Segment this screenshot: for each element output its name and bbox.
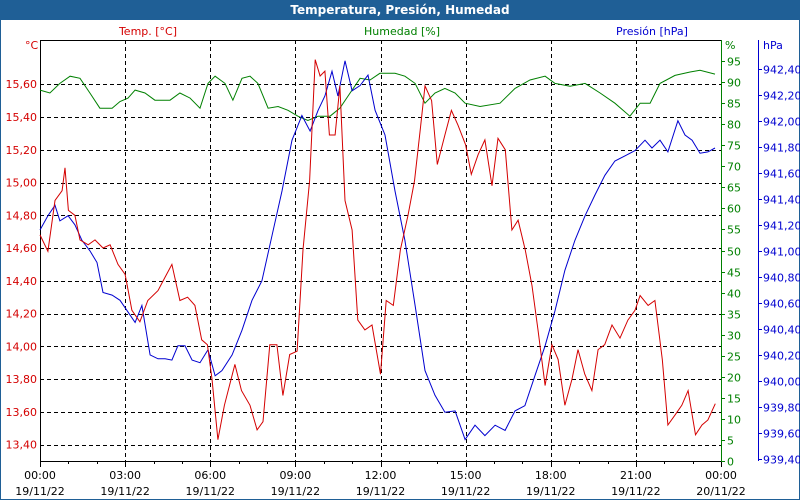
temp-tick-label: 15,20 [6, 144, 38, 157]
humidity-tick-label: 70 [727, 161, 741, 174]
series-line-hum [39, 69, 716, 121]
temp-tick-label: 13,80 [6, 373, 38, 386]
humidity-tick-label: 65 [727, 182, 741, 195]
humidity-tick-label: 35 [727, 309, 741, 322]
humidity-tick-label: 0 [727, 456, 734, 469]
temp-tick-label: 14,40 [6, 275, 38, 288]
humidity-tick-label: 25 [727, 351, 741, 364]
humidity-tick-label: 30 [727, 330, 741, 343]
x-tick-label-time: 03:00 [109, 469, 141, 482]
pressure-tick-label: 940,00 [763, 376, 800, 389]
temp-tick-label: 14,00 [6, 340, 38, 353]
x-tick-label-time: 12:00 [365, 469, 397, 482]
pressure-tick-label: 939,80 [763, 402, 800, 415]
x-tick-label-time: 18:00 [535, 469, 567, 482]
humidity-legend: Humedad [%] [364, 25, 440, 38]
humidity-tick-label: 90 [727, 77, 741, 90]
pressure-tick-label: 939,40 [763, 454, 800, 467]
x-tick-label-date: 19/11/22 [186, 485, 235, 498]
temp-tick-label: 15,40 [6, 111, 38, 124]
humidity-tick-label: 10 [727, 414, 741, 427]
temp-tick-label: 13,40 [6, 439, 38, 452]
x-tick-label-date: 19/11/22 [611, 485, 660, 498]
temp-tick-label: 15,00 [6, 177, 38, 190]
pressure-tick-label: 939,60 [763, 428, 800, 441]
humidity-tick-label: 20 [727, 372, 741, 385]
pressure-tick-label: 941,00 [763, 246, 800, 259]
x-tick-label-date: 19/11/22 [441, 485, 490, 498]
x-tick-label-date: 19/11/22 [356, 485, 405, 498]
temp-legend: Temp. [°C] [118, 25, 177, 38]
humidity-tick-label: 85 [727, 98, 741, 111]
temp-tick-label: 14,20 [6, 308, 38, 321]
x-tick-label-time: 21:00 [620, 469, 652, 482]
humidity-tick-label: 5 [727, 435, 734, 448]
humidity-tick-label: 75 [727, 140, 741, 153]
x-tick-label-date: 19/11/22 [271, 485, 320, 498]
x-tick-label-time: 09:00 [280, 469, 312, 482]
pressure-legend: Presión [hPa] [616, 25, 688, 38]
x-tick-label-date: 19/11/22 [100, 485, 149, 498]
humidity-tick-label: 55 [727, 224, 741, 237]
x-tick-label-time: 00:00 [705, 469, 737, 482]
humidity-tick-label: 15 [727, 393, 741, 406]
humidity-unit-label: % [725, 39, 735, 52]
series-line-pres [39, 60, 716, 441]
pressure-tick-label: 942,00 [763, 116, 800, 129]
x-tick-label-time: 00:00 [24, 469, 56, 482]
x-tick-label-date: 20/11/22 [696, 485, 745, 498]
pressure-tick-label: 941,60 [763, 168, 800, 181]
humidity-tick-label: 50 [727, 246, 741, 259]
temp-unit-label: °C [25, 39, 39, 52]
pressure-tick-label: 940,60 [763, 298, 800, 311]
pressure-tick-label: 941,80 [763, 142, 800, 155]
temp-tick-label: 14,80 [6, 209, 38, 222]
window-title: Temperatura, Presión, Humedad [0, 0, 800, 20]
temp-tick-label: 14,60 [6, 242, 38, 255]
pressure-tick-label: 941,20 [763, 220, 800, 233]
temp-tick-label: 13,60 [6, 406, 38, 419]
pressure-tick-label: 942,40 [763, 64, 800, 77]
pressure-unit-label: hPa [763, 39, 783, 52]
temp-tick-label: 15,60 [6, 78, 38, 91]
pressure-tick-label: 940,80 [763, 272, 800, 285]
pressure-tick-label: 941,40 [763, 194, 800, 207]
pressure-tick-label: 942,20 [763, 90, 800, 103]
x-tick-label-time: 15:00 [450, 469, 482, 482]
x-tick-label-date: 19/11/22 [526, 485, 575, 498]
pressure-tick-label: 940,20 [763, 350, 800, 363]
pressure-tick-label: 940,40 [763, 324, 800, 337]
x-tick-label-date: 19/11/22 [15, 485, 64, 498]
series-line-temp [39, 59, 716, 440]
humidity-tick-label: 80 [727, 119, 741, 132]
humidity-tick-label: 95 [727, 56, 741, 69]
x-tick-label-time: 06:00 [194, 469, 226, 482]
humidity-tick-label: 60 [727, 203, 741, 216]
humidity-tick-label: 40 [727, 288, 741, 301]
humidity-tick-label: 45 [727, 267, 741, 280]
